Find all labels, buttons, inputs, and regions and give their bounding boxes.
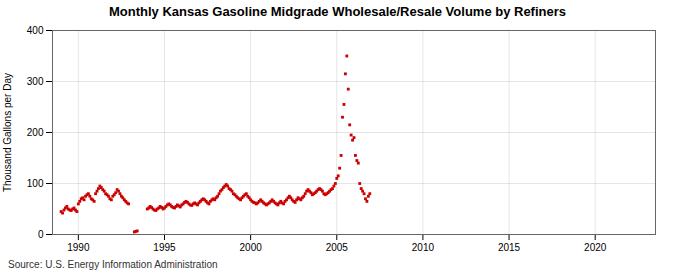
svg-text:Thousand Gallons per Day: Thousand Gallons per Day — [2, 73, 13, 192]
html-text:Monthly Kansas Gasoline Midgra: Monthly Kansas Gasoline Midgrade Wholesa… — [109, 4, 566, 19]
svg-text:2000: 2000 — [240, 242, 263, 253]
svg-text:200: 200 — [27, 127, 44, 138]
svg-text:100: 100 — [27, 178, 44, 189]
svg-text:1995: 1995 — [153, 242, 176, 253]
svg-text:1990: 1990 — [67, 242, 90, 253]
svg-text:2015: 2015 — [498, 242, 521, 253]
svg-text:300: 300 — [27, 76, 44, 87]
svg-text:400: 400 — [27, 25, 44, 36]
svg-text:0: 0 — [38, 229, 44, 240]
svg-text:2005: 2005 — [326, 242, 349, 253]
svg-text:2020: 2020 — [584, 242, 607, 253]
html-text:Source: U.S. Energy Informatio: Source: U.S. Energy Information Administ… — [8, 259, 218, 270]
svg-text:2010: 2010 — [412, 242, 435, 253]
